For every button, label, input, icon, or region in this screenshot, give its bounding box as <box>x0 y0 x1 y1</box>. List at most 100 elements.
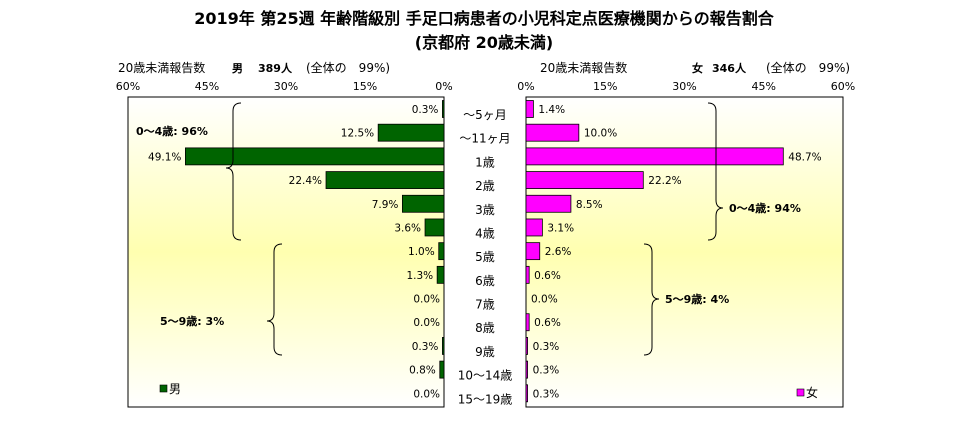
data-label-male: 3.6% <box>394 222 421 234</box>
left-bracket-0-4 <box>225 102 242 241</box>
data-label-male: 0.3% <box>412 341 439 353</box>
bar-male <box>401 194 445 213</box>
bar-male <box>436 265 445 284</box>
chart-title: 2019年 第25週 年齢階級別 手足口病患者の小児科定点医療機関からの報告割合 <box>194 9 775 28</box>
category-label: 5歳 <box>475 250 495 264</box>
data-label-female: 22.2% <box>648 175 681 187</box>
data-label-male: 7.9% <box>372 199 399 211</box>
left-bars: 0.3% 12.5% 49.1% 22.4% 7.9% 3.6% 1.0% 1.3% 0.0% 0… <box>148 100 445 400</box>
left-header-label: 20歳未満報告数 <box>118 60 205 75</box>
category-label: 〜11ヶ月 <box>459 132 510 146</box>
right-annotation-5-9: 5〜9歳: 4% <box>665 292 729 306</box>
left-tick-label: 0% <box>435 80 452 93</box>
right-header-share: (全体の 99%) <box>766 60 850 75</box>
left-annotation-0-4: 0〜4歳: 96% <box>136 124 208 138</box>
right-tick-label: 45% <box>752 80 776 93</box>
data-label-female: 0.6% <box>534 270 561 282</box>
data-label-male: 0.8% <box>409 365 436 377</box>
right-bars: 1.4% 10.0% 48.7% 22.2% 8.5%3.1% 2.6% 0.6% 0.0% 0… <box>525 100 822 403</box>
data-label-male: 1.3% <box>406 270 433 282</box>
bar-male <box>439 360 445 379</box>
data-label-female: 8.5% <box>576 199 603 211</box>
right-annotation-0-4: 0〜4歳: 94% <box>729 201 801 215</box>
bar-female <box>525 218 543 237</box>
right-header-sex: 女 <box>692 61 703 75</box>
bar-male <box>325 171 445 189</box>
data-label-male: 12.5% <box>341 128 374 140</box>
category-label: 7歳 <box>475 298 495 312</box>
bar-female <box>525 265 530 284</box>
category-label: 8歳 <box>475 321 495 335</box>
category-label: 4歳 <box>475 226 495 240</box>
data-label-female: 0.3% <box>533 341 560 353</box>
data-label-male: 0.3% <box>412 104 439 116</box>
right-header-count: 346人 <box>712 61 747 75</box>
category-label: 1歳 <box>475 155 495 169</box>
category-label: 6歳 <box>475 274 495 288</box>
bar-female <box>525 384 528 403</box>
legend-male-label: 男 <box>169 382 181 396</box>
left-header-share: (全体の 99%) <box>306 60 390 75</box>
bar-female <box>525 147 784 166</box>
data-label-female: 2.6% <box>545 246 572 258</box>
data-label-male: 0.0% <box>413 388 440 400</box>
legend-male-swatch <box>159 384 168 393</box>
bar-female <box>525 337 528 355</box>
left-tick-label: 60% <box>116 80 140 93</box>
legend-female-swatch <box>796 388 805 397</box>
data-label-male: 1.0% <box>408 246 435 258</box>
data-label-male: 49.1% <box>148 151 181 163</box>
bar-female <box>525 123 580 142</box>
data-label-male: 0.0% <box>413 317 440 329</box>
left-axis-ticks: 60% 45% 30% 15% 0% <box>116 80 453 93</box>
data-label-female: 1.4% <box>538 104 565 116</box>
category-label: 〜5ヶ月 <box>463 108 507 122</box>
bar-female <box>525 171 644 189</box>
left-tick-label: 30% <box>274 80 298 93</box>
left-plot-area <box>127 96 445 408</box>
data-label-male: 22.4% <box>289 175 322 187</box>
right-bracket-5-9 <box>643 243 660 356</box>
right-tick-label: 0% <box>517 80 534 93</box>
category-label: 3歳 <box>475 203 495 217</box>
bar-female <box>525 360 528 379</box>
bar-male <box>438 242 445 261</box>
data-label-female: 48.7% <box>788 151 821 163</box>
category-label: 2歳 <box>475 179 495 193</box>
left-tick-label: 15% <box>353 80 377 93</box>
bar-male <box>424 218 445 237</box>
category-label: 10〜14歳 <box>458 369 513 383</box>
chart-subtitle: (京都府 20歳未満) <box>415 33 553 52</box>
right-bracket-0-4 <box>707 102 724 241</box>
bar-female <box>525 194 572 213</box>
bar-male <box>185 147 445 166</box>
bar-female <box>525 313 530 332</box>
data-label-female: 0.3% <box>533 365 560 377</box>
category-label: 15〜19歳 <box>458 392 513 406</box>
right-plot-area <box>525 96 844 408</box>
right-tick-label: 15% <box>593 80 617 93</box>
left-bracket-5-9 <box>266 243 283 356</box>
left-annotation-5-9: 5〜9歳: 3% <box>160 314 224 328</box>
left-header-count: 389人 <box>258 61 293 75</box>
data-label-female: 0.0% <box>531 294 558 306</box>
bar-female <box>525 242 541 261</box>
bar-male <box>442 337 445 355</box>
data-label-female: 0.3% <box>533 388 560 400</box>
right-tick-label: 30% <box>672 80 696 93</box>
category-labels: 〜5ヶ月〜11ヶ月 1歳 2歳 3歳 4歳 5歳 6歳 7歳 8歳 9歳 10〜14歳 15〜19歳 <box>458 108 513 406</box>
legend-female-label: 女 <box>806 385 818 400</box>
bar-male <box>442 100 445 118</box>
data-label-female: 3.1% <box>547 222 574 234</box>
right-header-label: 20歳未満報告数 <box>540 60 627 75</box>
category-label: 9歳 <box>475 345 495 359</box>
data-label-female: 10.0% <box>584 128 617 140</box>
bar-female <box>525 100 534 118</box>
right-tick-label: 60% <box>831 80 855 93</box>
data-label-male: 0.0% <box>413 294 440 306</box>
left-tick-label: 45% <box>195 80 219 93</box>
bar-male <box>377 123 445 142</box>
data-label-female: 0.6% <box>534 317 561 329</box>
right-axis-ticks: 0% 15% 30% 45% 60% <box>517 80 855 93</box>
